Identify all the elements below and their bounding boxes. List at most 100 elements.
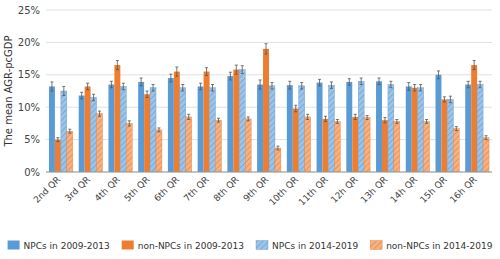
bar xyxy=(210,88,216,172)
error-bar xyxy=(330,82,333,88)
x-tick-label: 10th QR xyxy=(267,174,300,207)
error-bar xyxy=(199,83,202,89)
error-bar xyxy=(86,83,89,89)
error-bar xyxy=(389,81,392,87)
bar xyxy=(334,121,340,172)
x-tick-label: 14h QR xyxy=(388,174,419,205)
bar xyxy=(483,138,489,172)
bar xyxy=(388,85,394,172)
error-bar xyxy=(425,120,428,124)
bar xyxy=(447,99,453,172)
x-tick-label: 3rd QR xyxy=(63,174,92,203)
bars xyxy=(49,44,489,172)
y-tick-label: 10% xyxy=(18,102,40,113)
x-tick-label: 15h QR xyxy=(418,174,449,205)
bar xyxy=(418,88,424,172)
error-bar xyxy=(467,81,470,87)
error-bar xyxy=(449,96,452,102)
bar xyxy=(465,85,471,172)
bar xyxy=(293,108,299,172)
error-bar xyxy=(348,79,351,85)
error-bar xyxy=(419,85,422,91)
bar xyxy=(120,86,126,172)
grid-line xyxy=(46,10,492,11)
legend-swatch xyxy=(256,241,268,250)
bar xyxy=(85,86,91,172)
bar xyxy=(394,121,400,172)
bar xyxy=(346,82,352,172)
legend-label: NPCs in 2009-2013 xyxy=(24,241,110,251)
bar xyxy=(471,65,477,172)
bar xyxy=(436,75,442,172)
error-bar xyxy=(383,118,386,123)
error-bar xyxy=(270,83,273,89)
error-bar xyxy=(50,82,53,91)
error-bar xyxy=(366,116,369,120)
bar xyxy=(186,117,192,172)
error-bar xyxy=(247,117,250,121)
bar xyxy=(108,85,114,172)
bar xyxy=(239,70,245,172)
error-bar xyxy=(473,61,476,70)
chart: 0%5%10%15%20%25%The mean AGR-pcGDP2nd QR… xyxy=(0,0,500,259)
error-bar xyxy=(354,114,357,119)
bar xyxy=(257,85,263,172)
error-bar xyxy=(407,83,410,91)
bar xyxy=(305,117,311,172)
x-tick-label: 12h QR xyxy=(329,174,360,205)
bar xyxy=(323,119,329,172)
error-bar xyxy=(259,80,262,89)
error-bar xyxy=(169,74,172,82)
error-bar xyxy=(92,94,95,100)
error-bar xyxy=(485,136,488,140)
error-bar xyxy=(378,78,381,84)
error-bar xyxy=(62,86,65,95)
bar xyxy=(215,120,221,172)
bar xyxy=(55,140,61,172)
bar xyxy=(441,99,447,172)
error-bar xyxy=(241,66,244,74)
error-bar xyxy=(157,128,160,132)
x-tick-label: 8th QR xyxy=(212,174,241,203)
error-bar xyxy=(360,78,363,84)
error-bar xyxy=(306,114,309,119)
bar xyxy=(61,91,67,172)
x-axis-line xyxy=(46,172,492,173)
error-bar xyxy=(122,83,125,89)
bar xyxy=(198,86,204,172)
error-bar xyxy=(140,78,143,86)
bar xyxy=(477,85,483,172)
bar xyxy=(299,86,305,172)
x-tick-label: 5th QR xyxy=(122,174,151,203)
error-bar xyxy=(217,118,220,122)
error-bar xyxy=(455,127,458,131)
bar xyxy=(364,118,370,172)
bar xyxy=(453,129,459,172)
y-tick-label: 15% xyxy=(18,69,40,80)
grid-line xyxy=(46,42,492,43)
bar xyxy=(49,86,55,172)
error-bar xyxy=(98,111,101,116)
y-tick-label: 20% xyxy=(18,37,40,48)
error-bar xyxy=(211,85,214,91)
error-bar xyxy=(110,81,113,87)
legend-swatch xyxy=(122,241,134,250)
bar xyxy=(180,88,186,172)
x-tick-label: 7th QR xyxy=(182,174,211,203)
bar xyxy=(328,85,334,172)
y-tick-label: 0% xyxy=(24,167,40,178)
error-bar xyxy=(265,44,268,54)
bar xyxy=(67,131,73,172)
bar xyxy=(424,121,430,172)
x-tick-label: 13h QR xyxy=(359,174,390,205)
error-bar xyxy=(336,120,339,124)
error-bar xyxy=(235,65,238,74)
bar xyxy=(376,81,382,172)
bar xyxy=(138,82,144,172)
x-tick-label: 16h QR xyxy=(448,174,479,205)
error-bar xyxy=(152,85,155,91)
bar xyxy=(358,81,364,172)
legend-label: non-NPCs in 2009-2013 xyxy=(138,241,244,251)
bar xyxy=(144,94,150,172)
x-tick-label: 2nd QR xyxy=(32,174,63,205)
